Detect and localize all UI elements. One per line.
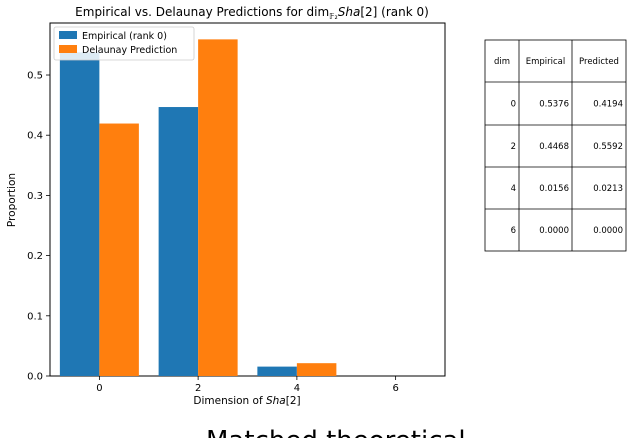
table-cell: 2: [511, 142, 516, 152]
table-cell: 0.0213: [593, 184, 623, 194]
y-axis-label: Proportion: [6, 173, 18, 227]
bar-delaunay-2: [198, 39, 238, 376]
x-tick-label: 2: [195, 383, 201, 394]
table-cell: 0.5592: [593, 142, 623, 152]
y-tick-label: 0.0: [27, 372, 43, 383]
legend: Empirical (rank 0) Delaunay Prediction: [53, 26, 195, 61]
table-header-cell: Empirical: [526, 57, 566, 67]
bar-delaunay-0: [99, 123, 139, 376]
table-cell: 0.4194: [593, 100, 623, 110]
legend-label-delaunay: Delaunay Prediction: [82, 45, 177, 56]
x-axis-ticks: 0 2 4 6: [96, 376, 399, 394]
table-cell: 6: [511, 226, 516, 236]
table-cell: 0: [511, 100, 516, 110]
table-cell: 0.5376: [539, 100, 569, 110]
chart-title: Empirical vs. Delaunay Predictions for d…: [75, 5, 429, 21]
bar-delaunay-4: [296, 363, 337, 376]
x-tick-label: 4: [294, 383, 300, 394]
bars-group: [59, 39, 337, 377]
table-frame: [484, 39, 627, 252]
plot-area: [49, 22, 446, 377]
bar-empirical-2: [158, 107, 199, 376]
y-axis-ticks: 0.0 0.1 0.2 0.3 0.4 0.5: [27, 71, 50, 383]
x-tick-label: 6: [392, 383, 398, 394]
x-tick-label: 0: [96, 383, 102, 394]
table-cell: 0.0156: [539, 184, 569, 194]
y-tick-label: 0.2: [27, 251, 43, 262]
y-tick-label: 0.5: [27, 71, 43, 82]
table-header-cell: dim: [494, 57, 510, 67]
x-axis-label: Dimension of Sha[2]: [193, 395, 300, 407]
bar-empirical-0: [59, 52, 100, 377]
table-header-cell: Predicted: [579, 57, 619, 67]
table-cell: 0.4468: [539, 142, 569, 152]
y-tick-label: 0.3: [27, 191, 43, 202]
footer-text: Matched theoretical: [206, 426, 466, 438]
table-cell: 0.0000: [593, 226, 623, 236]
y-tick-label: 0.1: [27, 311, 43, 322]
legend-box: [53, 26, 195, 61]
bar-empirical-4: [257, 366, 297, 376]
y-tick-label: 0.4: [27, 131, 43, 142]
legend-swatch-delaunay: [59, 45, 77, 53]
table-cell: 4: [511, 184, 516, 194]
data-table: dim Empirical Predicted 0 0.5376 0.4194 2 0.446…: [484, 39, 627, 252]
table-cell: 0.0000: [539, 226, 569, 236]
legend-swatch-empirical: [59, 31, 77, 39]
legend-label-empirical: Empirical (rank 0): [82, 31, 167, 42]
